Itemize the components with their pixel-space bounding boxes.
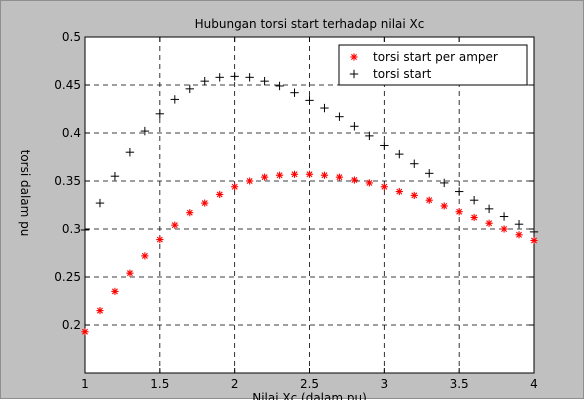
data-point-asterisk	[261, 173, 269, 181]
data-point-asterisk	[246, 177, 254, 185]
data-point-asterisk	[216, 190, 224, 199]
x-axis-label: Nilai Xc (dalam pu)	[252, 391, 367, 400]
y-tick-label: 0.35	[54, 174, 81, 188]
data-point-plus	[499, 212, 509, 221]
data-point-asterisk	[395, 187, 403, 196]
data-point-asterisk	[320, 171, 329, 179]
data-point-plus	[320, 103, 329, 113]
legend-label: torsi start per amper	[373, 50, 498, 64]
data-point-plus	[335, 112, 344, 121]
chart-title: Hubungan torsi start terhadap nilai Xc	[195, 17, 425, 31]
data-point-asterisk	[515, 231, 523, 239]
y-axis-label: torsi dalam pu	[18, 150, 32, 237]
x-tick-label: 2.5	[300, 377, 319, 391]
data-point-asterisk	[470, 213, 478, 222]
data-point-asterisk	[440, 202, 448, 210]
data-point-plus	[410, 159, 419, 168]
data-point-plus	[380, 141, 389, 150]
data-point-plus	[484, 204, 494, 214]
data-point-asterisk	[500, 225, 508, 233]
plot-area	[85, 37, 534, 373]
data-series	[80, 72, 539, 336]
data-point-plus	[155, 109, 165, 118]
data-point-plus	[260, 76, 269, 86]
data-point-asterisk	[171, 221, 179, 229]
legend: torsi start per amper torsi start	[338, 44, 528, 86]
data-point-asterisk	[186, 209, 194, 217]
data-point-asterisk	[111, 287, 119, 295]
data-point-asterisk	[410, 191, 418, 199]
y-tick-label: 0.4	[62, 126, 81, 140]
data-point-plus	[454, 187, 464, 196]
data-point-asterisk	[231, 183, 239, 191]
x-tick-label: 3	[381, 377, 389, 391]
grid	[85, 37, 534, 373]
data-point-asterisk	[350, 53, 358, 61]
y-tick-label: 0.45	[54, 78, 81, 92]
legend-item-1: torsi start per amper	[350, 50, 498, 64]
data-point-asterisk	[156, 235, 164, 244]
data-point-asterisk	[425, 196, 433, 204]
data-point-plus	[80, 225, 90, 235]
y-tick-label: 0.3	[62, 222, 81, 236]
y-tick-label: 0.25	[54, 270, 81, 284]
x-tick-label: 1.5	[150, 377, 169, 391]
data-point-asterisk	[96, 307, 104, 315]
data-point-plus	[440, 178, 449, 188]
data-point-asterisk	[365, 179, 373, 187]
x-tick-label: 1	[81, 377, 89, 391]
data-point-plus	[185, 84, 194, 94]
data-point-plus	[469, 196, 479, 205]
data-point-asterisk	[81, 328, 89, 336]
data-point-plus	[125, 148, 135, 157]
y-tick-label: 0.2	[62, 318, 81, 332]
data-point-plus	[245, 73, 254, 82]
data-point-asterisk	[290, 170, 299, 178]
y-tick-label: 0.5	[62, 30, 81, 44]
data-point-plus	[95, 198, 105, 208]
data-point-asterisk	[335, 173, 344, 181]
data-point-plus	[350, 122, 359, 131]
data-point-asterisk	[201, 199, 209, 207]
data-point-plus	[275, 81, 284, 91]
data-point-plus	[215, 73, 224, 82]
data-point-plus	[425, 169, 434, 178]
data-point-asterisk	[141, 252, 149, 260]
x-tick-label: 3.5	[450, 377, 469, 391]
data-point-plus	[529, 227, 539, 237]
ticks: 1 1.5 2 2.5 3 3.5 4 0.2 0.25 0.3 0.35 0.4 0.45 0.5	[54, 30, 538, 391]
data-point-plus	[305, 96, 314, 105]
data-point-asterisk	[530, 236, 538, 245]
data-point-asterisk	[126, 269, 134, 277]
legend-label: torsi start	[373, 67, 432, 81]
data-point-plus	[290, 88, 299, 97]
data-point-asterisk	[485, 219, 493, 227]
data-point-plus	[110, 172, 120, 181]
series-2	[80, 72, 539, 237]
data-point-asterisk	[305, 170, 314, 178]
data-point-asterisk	[275, 171, 284, 179]
legend-item-2: torsi start	[349, 67, 432, 81]
legend-box	[338, 44, 528, 86]
data-point-asterisk	[350, 176, 358, 184]
series-1	[81, 170, 538, 336]
data-point-plus	[170, 95, 179, 104]
data-point-plus	[140, 126, 150, 136]
data-point-plus	[395, 149, 404, 159]
data-point-plus	[365, 131, 374, 141]
data-point-plus	[514, 220, 524, 229]
data-point-asterisk	[455, 208, 463, 216]
x-tick-label: 2	[231, 377, 239, 391]
x-tick-label: 4	[530, 377, 538, 391]
data-point-plus	[230, 72, 239, 81]
data-point-plus	[349, 69, 359, 79]
data-point-plus	[200, 76, 209, 86]
data-point-asterisk	[380, 183, 388, 191]
